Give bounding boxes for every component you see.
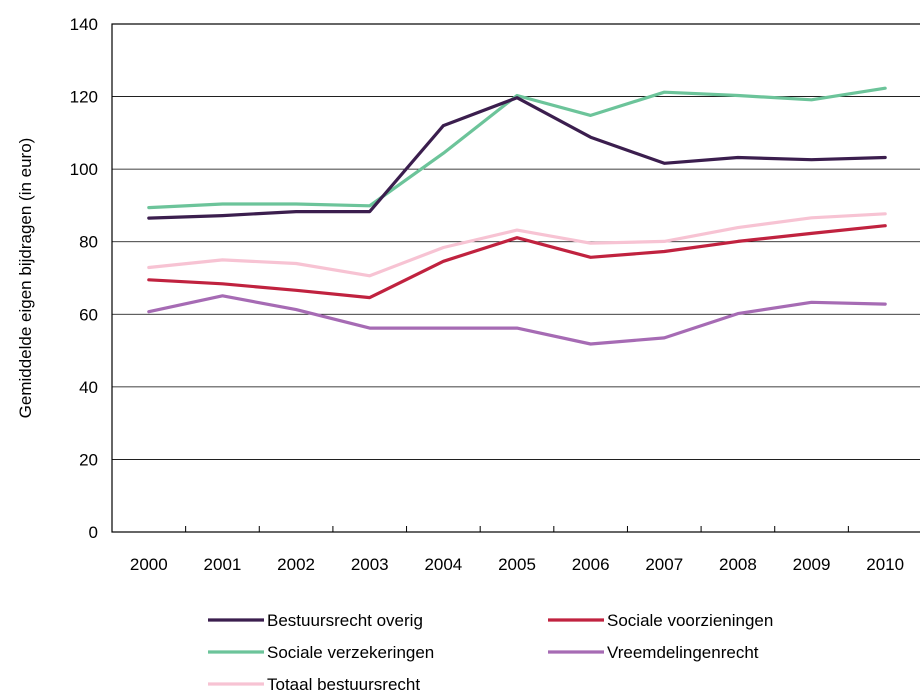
y-tick-label: 20 — [79, 450, 98, 469]
y-axis-title: Gemiddelde eigen bijdragen (in euro) — [16, 138, 35, 419]
y-tick-label: 140 — [70, 15, 98, 34]
x-tick-label: 2008 — [719, 555, 757, 574]
y-tick-label: 120 — [70, 88, 98, 107]
legend-label: Bestuursrecht overig — [267, 611, 423, 630]
legend-item: Bestuursrecht overig — [208, 611, 423, 630]
legend-item: Totaal bestuursrecht — [208, 675, 420, 694]
x-tick-label: 2004 — [424, 555, 462, 574]
legend-item: Vreemdelingenrecht — [548, 643, 759, 662]
series-lines — [147, 86, 887, 346]
y-tick-label: 40 — [79, 378, 98, 397]
x-tick-marks — [185, 526, 849, 532]
legend-label: Sociale verzekeringen — [267, 643, 434, 662]
y-tick-label: 80 — [79, 233, 98, 252]
x-tick-label: 2002 — [277, 555, 315, 574]
series-line-2 — [147, 86, 887, 210]
plot-area-frame — [111, 23, 920, 533]
series-line-0 — [147, 96, 887, 220]
legend-label: Totaal bestuursrecht — [267, 675, 420, 694]
series-line-4 — [147, 212, 887, 278]
x-tick-label: 2007 — [645, 555, 683, 574]
y-tick-label: 100 — [70, 160, 98, 179]
series-line-1 — [147, 224, 887, 300]
legend-item: Sociale voorzieningen — [548, 611, 773, 630]
x-tick-label: 2009 — [793, 555, 831, 574]
legend: Bestuursrecht overig Sociale voorzieninge… — [208, 611, 773, 694]
x-tick-labels: 2000 2001 2002 2003 2004 2005 2006 2007 2008 2009… — [130, 555, 904, 574]
x-tick-label: 2005 — [498, 555, 536, 574]
x-tick-label: 2000 — [130, 555, 168, 574]
gridlines — [112, 96, 920, 460]
x-tick-label: 2010 — [866, 555, 904, 574]
series-line-3 — [147, 294, 887, 346]
y-tick-labels: 0 20 40 60 80 100 120 140 — [70, 15, 98, 542]
legend-label: Sociale voorzieningen — [607, 611, 773, 630]
x-tick-label: 2003 — [351, 555, 389, 574]
x-tick-label: 2006 — [572, 555, 610, 574]
y-tick-label: 0 — [89, 523, 98, 542]
legend-label: Vreemdelingenrecht — [607, 643, 759, 662]
legend-item: Sociale verzekeringen — [208, 643, 434, 662]
x-tick-label: 2001 — [204, 555, 242, 574]
y-tick-label: 60 — [79, 305, 98, 324]
